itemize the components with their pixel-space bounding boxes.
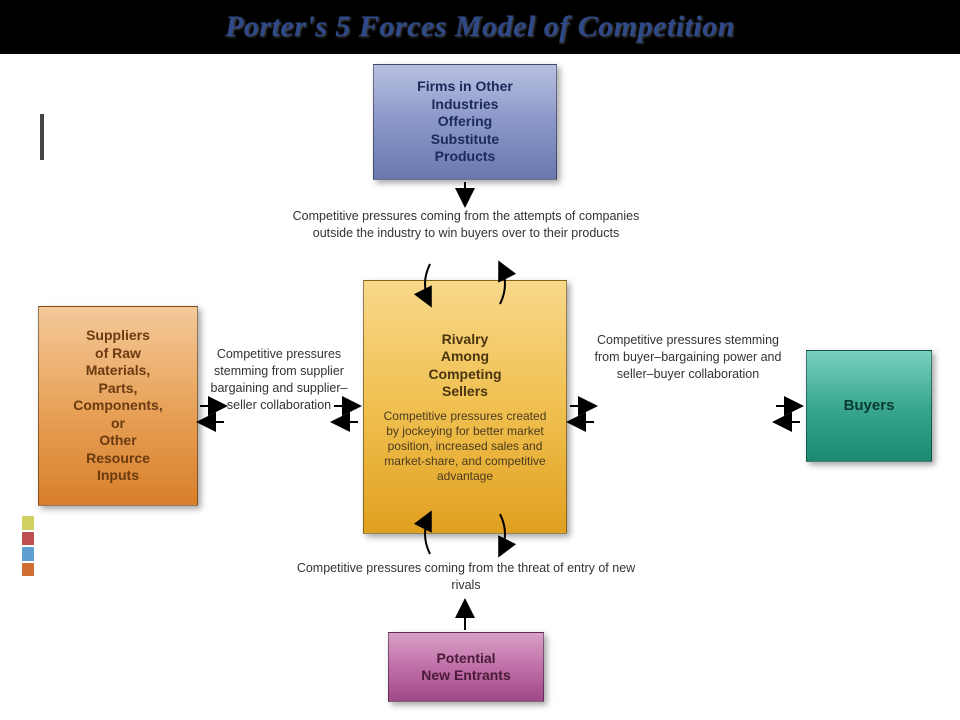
node-substitutes-label: Firms in OtherIndustriesOfferingSubstitu… [417,78,513,166]
node-rivalry-title: RivalryAmongCompetingSellers [428,331,501,401]
node-suppliers-label: Suppliersof RawMaterials,Parts,Component… [73,327,162,485]
node-suppliers: Suppliersof RawMaterials,Parts,Component… [38,306,198,506]
five-forces-diagram: Firms in OtherIndustriesOfferingSubstitu… [0,54,960,720]
node-substitutes: Firms in OtherIndustriesOfferingSubstitu… [373,64,557,180]
node-entrants: PotentialNew Entrants [388,632,544,702]
decorative-edge [40,114,44,160]
node-buyers-label: Buyers [844,397,895,416]
caption-suppliers: Competitive pressures stemming from supp… [210,346,348,414]
mark-4 [22,563,34,577]
caption-buyers: Competitive pressures stemming from buye… [588,332,788,383]
title-bar: Porter's 5 Forces Model of Competition [0,0,960,54]
caption-entrants: Competitive pressures coming from the th… [284,560,648,594]
node-rivalry-body: Competitive pressures created by jockeyi… [378,409,552,484]
node-entrants-label: PotentialNew Entrants [421,650,510,685]
page-title: Porter's 5 Forces Model of Competition [225,10,735,44]
caption-substitutes: Competitive pressures coming from the at… [280,208,652,242]
decorative-marks [22,516,34,576]
node-rivalry: RivalryAmongCompetingSellers Competitive… [363,280,567,534]
mark-2 [22,532,34,546]
node-buyers: Buyers [806,350,932,462]
mark-3 [22,547,34,561]
mark-1 [22,516,34,530]
